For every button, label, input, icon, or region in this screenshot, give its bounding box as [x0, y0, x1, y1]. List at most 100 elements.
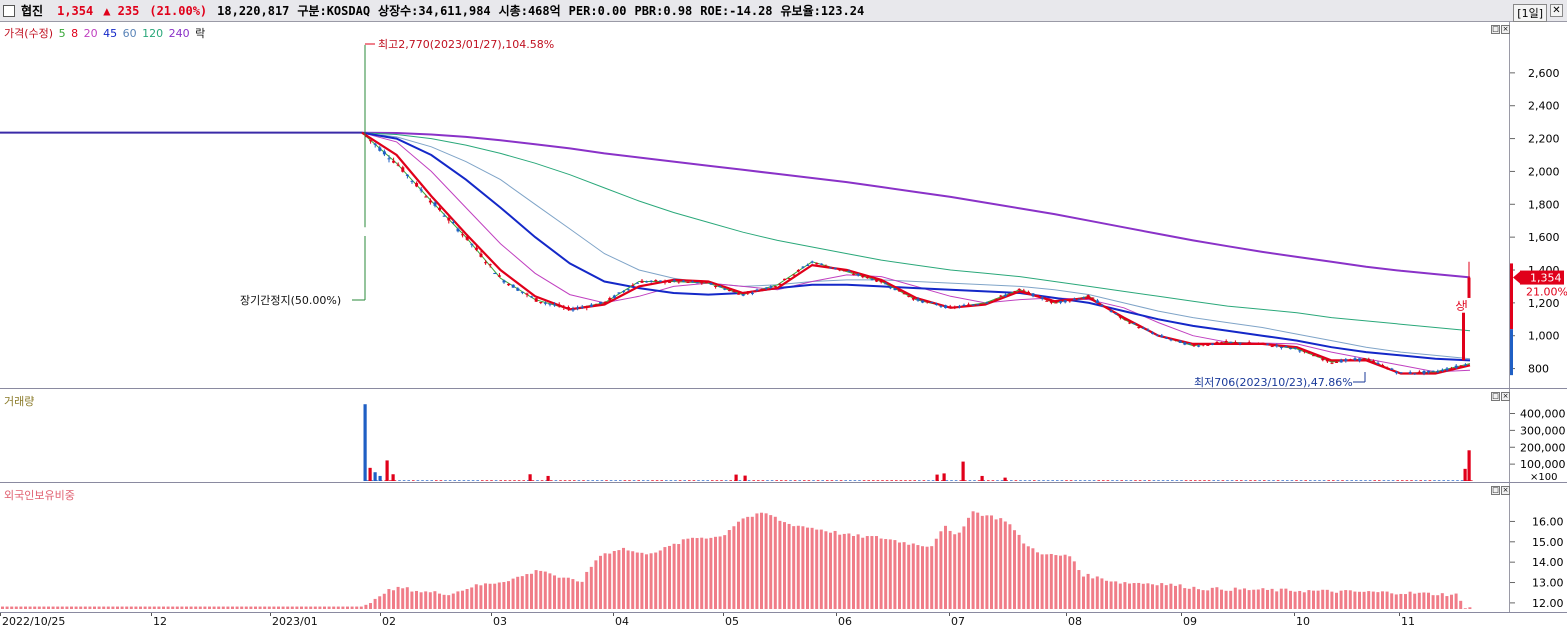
volume-bar [798, 480, 801, 481]
foreign-bar [796, 525, 800, 609]
foreign-bar [488, 583, 492, 609]
x-tick [1181, 613, 1182, 616]
x-tick [491, 613, 492, 616]
legend-ma60: 60 [122, 27, 137, 40]
foreign-legend-title: 외국인보유비중 [4, 489, 75, 502]
x-tick [1399, 613, 1400, 616]
select-checkbox[interactable] [3, 4, 15, 17]
volume-bar [1230, 480, 1234, 481]
pane-maximize-icon[interactable]: □ [1491, 486, 1500, 495]
pane-maximize-icon[interactable]: □ [1491, 392, 1500, 401]
volume-bar [1069, 480, 1073, 481]
candle-body [985, 302, 989, 304]
foreign-bar [415, 590, 418, 609]
candle-body [1036, 295, 1040, 297]
foreign-bar [189, 606, 193, 609]
volume-bar [485, 480, 489, 481]
foreign-bar [668, 545, 671, 609]
price-pane[interactable] [0, 22, 1510, 388]
volume-bar [711, 480, 714, 481]
foreign-bar [56, 606, 60, 609]
foreign-bar [102, 606, 106, 609]
pane-close-icon[interactable]: × [1501, 25, 1510, 34]
period-selector[interactable]: [1일] [1513, 4, 1547, 22]
foreign-bar [1261, 588, 1265, 609]
candle-body [852, 273, 856, 275]
foreign-bar [732, 526, 736, 609]
foreign-bar [1358, 591, 1361, 609]
candle [829, 267, 833, 269]
foreign-bar [635, 552, 639, 609]
foreign-pane[interactable] [0, 483, 1510, 612]
volume-bar [1138, 480, 1142, 481]
volume-bar [908, 480, 912, 481]
candle-body [1063, 300, 1067, 303]
pane-close-icon[interactable]: × [1501, 486, 1510, 495]
foreign-bar [1293, 591, 1297, 609]
volume-bar [1368, 480, 1372, 481]
candle [1068, 299, 1072, 303]
volume-bar [1203, 480, 1206, 481]
candle [801, 266, 805, 269]
foreign-bar [957, 532, 961, 609]
candle-body [645, 281, 649, 283]
x-axis: 2022/10/25 12 2023/01 02 03 04 05 06 07 08 09 10 11 [0, 612, 1567, 630]
foreign-bar [286, 606, 290, 609]
foreign-bar [921, 546, 924, 609]
volume-bar [980, 475, 984, 481]
x-tick [0, 613, 1, 616]
volume-bar [540, 480, 544, 481]
volume-unit-label: ×100 [1530, 472, 1557, 483]
candle [382, 149, 386, 157]
pane-close-icon[interactable]: × [1501, 392, 1510, 401]
x-tick-label: 2023/01 [272, 615, 318, 628]
close-icon[interactable]: ✕ [1550, 4, 1563, 17]
pane-maximize-icon[interactable]: □ [1491, 25, 1500, 34]
volume-bar [1111, 480, 1114, 481]
foreign-bar [1063, 554, 1067, 609]
pane-divider[interactable] [0, 482, 1567, 483]
candle-body [1348, 359, 1352, 361]
volume-bar [858, 480, 861, 481]
candle [764, 287, 768, 291]
volume-bar [959, 480, 962, 481]
candle [447, 215, 451, 224]
candle [410, 180, 414, 184]
candle [806, 263, 810, 266]
candle-body [801, 266, 805, 268]
foreign-bar [1408, 591, 1412, 609]
candle-body [976, 304, 980, 306]
volume-bar [1037, 480, 1041, 481]
candle-body [1367, 359, 1371, 361]
candle [1146, 328, 1150, 332]
candle-body [704, 281, 708, 284]
candle-body [957, 306, 961, 308]
foreign-bar [806, 527, 809, 609]
volume-bar [366, 480, 369, 481]
foreign-bar [944, 525, 947, 609]
candle [1114, 312, 1118, 315]
candle-body [764, 287, 768, 289]
volume-bar [421, 480, 424, 481]
pane-divider[interactable] [0, 388, 1567, 389]
candle-body [438, 207, 442, 211]
candle [580, 304, 584, 310]
volume-pane[interactable] [0, 389, 1510, 482]
candle-body [543, 302, 547, 304]
candle [870, 278, 874, 281]
volume-bar [1060, 480, 1064, 481]
volume-bar [991, 480, 995, 481]
volume-bar [1332, 480, 1335, 481]
foreign-bar [470, 587, 474, 609]
candle [907, 295, 911, 298]
candle [645, 280, 649, 283]
volume-bar [849, 480, 852, 481]
candle-body [516, 288, 520, 291]
volume-bar [1171, 480, 1174, 481]
y-tick-label: 2,600 [1528, 67, 1560, 80]
candle [948, 304, 952, 308]
foreign-bar [723, 535, 727, 609]
volume-bar [471, 480, 475, 481]
candle [746, 291, 750, 295]
candle [1256, 342, 1260, 345]
